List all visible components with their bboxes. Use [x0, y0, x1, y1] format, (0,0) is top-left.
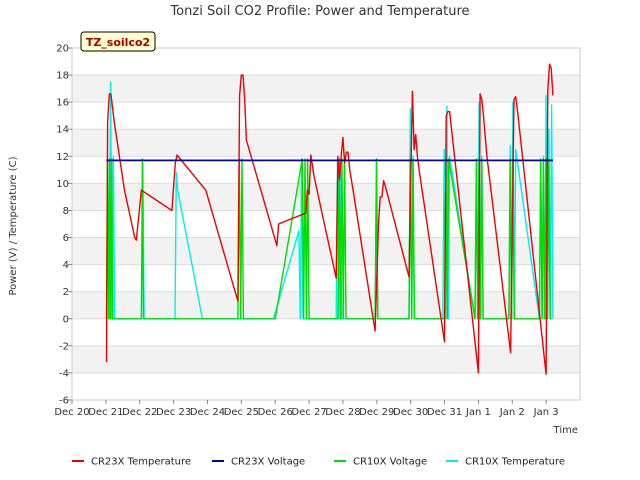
- x-axis-title: Time: [553, 425, 578, 436]
- chart-title: Tonzi Soil CO2 Profile: Power and Temper…: [169, 4, 469, 19]
- y-tick-label-13: 20: [56, 44, 69, 55]
- x-tick-label-13: Jan 2: [499, 407, 525, 418]
- plot-background-bands: [72, 75, 580, 373]
- x-tick-label-8: Dec 28: [325, 407, 360, 418]
- x-tick-label-7: Dec 27: [291, 407, 326, 418]
- y-tick-label-10: 14: [56, 125, 69, 136]
- x-tick-label-4: Dec 24: [190, 407, 225, 418]
- y-tick-label-1: -4: [59, 368, 69, 379]
- band-9: [72, 129, 580, 157]
- band-3: [72, 291, 580, 319]
- site-annotation: TZ_soilco2: [80, 31, 156, 52]
- legend-label-1: CR23X Voltage: [231, 457, 305, 468]
- x-tick-label-0: Dec 20: [54, 407, 89, 418]
- y-tick-label-8: 10: [56, 179, 69, 190]
- x-tick-label-11: Dec 31: [427, 407, 462, 418]
- y-tick-label-11: 16: [56, 98, 69, 109]
- y-tick-label-0: -6: [59, 396, 69, 407]
- y-tick-label-3: 0: [63, 314, 69, 325]
- series-layer: [105, 63, 554, 375]
- y-tick-label-7: 8: [63, 206, 69, 217]
- x-tick-label-14: Jan 3: [533, 407, 559, 418]
- x-tick-label-5: Dec 25: [224, 407, 259, 418]
- y-tick-label-4: 2: [63, 287, 69, 298]
- y-axis-title: Power (V) / Temperature (C): [8, 156, 19, 295]
- y-tick-label-5: 4: [63, 260, 69, 271]
- legend-label-3: CR10X Temperature: [465, 457, 565, 468]
- band-1: [72, 345, 580, 373]
- series-line-cr23x-temperature: [105, 63, 554, 375]
- y-tick-label-2: -2: [59, 341, 69, 352]
- x-tick-label-1: Dec 21: [88, 407, 123, 418]
- x-tick-label-3: Dec 23: [156, 407, 191, 418]
- x-tick-label-6: Dec 26: [258, 407, 293, 418]
- legend-label-0: CR23X Temperature: [91, 457, 191, 468]
- plot-area-frame: [71, 47, 581, 401]
- band-7: [72, 183, 580, 211]
- x-tick-label-9: Dec 29: [359, 407, 394, 418]
- y-tick-label-9: 12: [56, 152, 69, 163]
- y-tick-label-12: 18: [56, 71, 69, 82]
- site-annotation-label: TZ_soilco2: [86, 36, 150, 49]
- legend: CR23X Temperature CR23X Voltage CR10X Volt…: [72, 457, 565, 468]
- band-5: [72, 237, 580, 265]
- x-tick-label-10: Dec 30: [393, 407, 428, 418]
- band-11: [72, 75, 580, 103]
- y-axis-ticks: -6 -4 -2 0 2 4 6 8 10 12 14 16 18 20: [56, 44, 72, 407]
- legend-label-2: CR10X Voltage: [353, 457, 427, 468]
- y-tick-label-6: 6: [63, 233, 69, 244]
- x-tick-label-2: Dec 22: [122, 407, 157, 418]
- x-tick-label-12: Jan 1: [465, 407, 491, 418]
